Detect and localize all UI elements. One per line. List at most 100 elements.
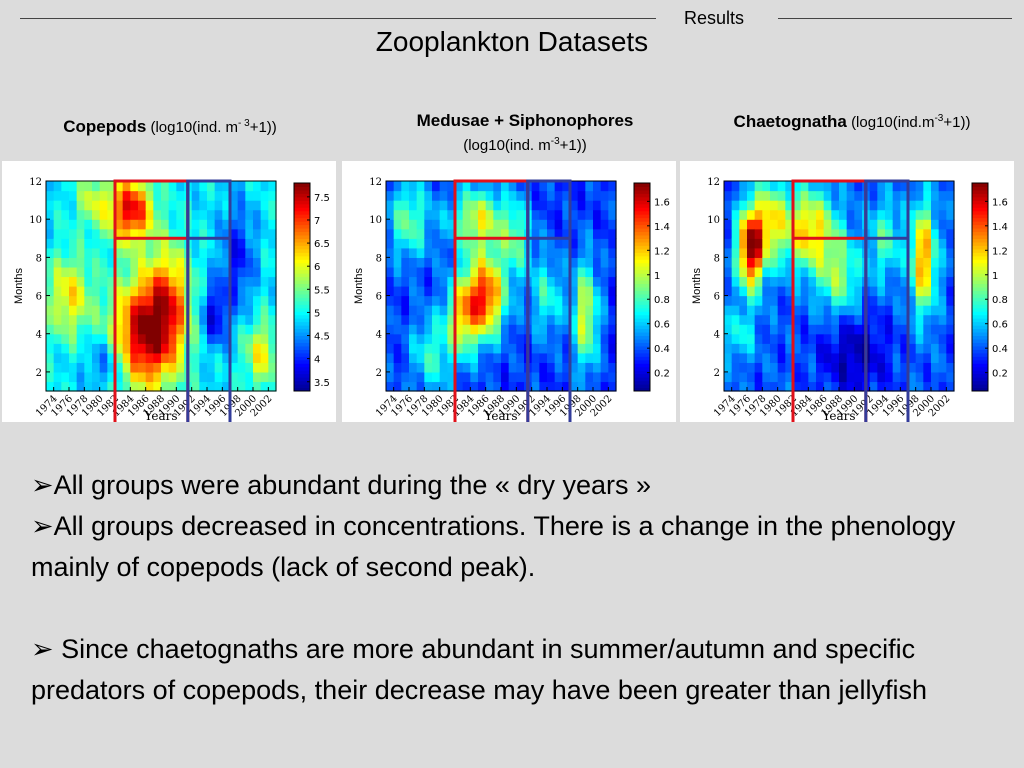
heatmap-cell	[562, 295, 571, 306]
heatmap-cell	[61, 238, 70, 249]
heatmap-cell	[724, 257, 733, 268]
heatmap-cell	[608, 314, 617, 325]
heatmap-cell	[260, 333, 269, 344]
heatmap-cell	[53, 381, 62, 392]
heatmap-cell	[800, 324, 809, 335]
heatmap-cell	[869, 343, 878, 354]
heatmap-cell	[585, 238, 594, 249]
heatmap-cell	[869, 238, 878, 249]
heatmap-cell	[608, 266, 617, 278]
heatmap-cell	[754, 190, 763, 201]
heatmap-cell	[485, 333, 494, 344]
heatmap-cell	[416, 295, 425, 306]
heatmap-cell	[230, 266, 239, 278]
heatmap-cell	[754, 238, 763, 249]
heatmap-cell	[260, 209, 269, 220]
heatmap-cell	[439, 181, 448, 192]
heatmap-cell	[176, 295, 185, 306]
heatmap-cell	[485, 200, 494, 211]
heatmap-cell	[214, 181, 223, 192]
heatmap-cell	[107, 247, 116, 258]
heatmap-cell	[462, 381, 471, 392]
heatmap-cell	[386, 219, 395, 230]
heatmap-cell	[831, 362, 840, 373]
heatmap-cell	[462, 190, 471, 201]
heatmap-cell	[439, 333, 448, 344]
heatmap-cell	[770, 305, 779, 316]
heatmap-cell	[608, 286, 617, 297]
heatmap-cell	[839, 352, 848, 363]
heatmap-cell	[92, 181, 101, 192]
heatmap-cell	[138, 238, 147, 249]
heatmap-cell	[176, 305, 185, 316]
heatmap-cell	[214, 295, 223, 306]
heatmap-cell	[168, 295, 177, 306]
heatmap-cell	[754, 362, 763, 373]
heatmap-cell	[508, 362, 517, 373]
heatmap-cell	[99, 209, 108, 220]
heatmap-cell	[153, 219, 162, 230]
heatmap-cell	[107, 266, 116, 278]
heatmap-cell	[508, 219, 517, 230]
heatmap-cell	[531, 286, 540, 297]
heatmap-cell	[831, 276, 840, 287]
heatmap-cell	[585, 381, 594, 392]
colorbar-segment	[294, 238, 310, 243]
heatmap-cell	[577, 247, 586, 258]
heatmap-cell	[393, 228, 402, 239]
heatmap-cell	[470, 266, 479, 278]
heatmap-cell	[424, 371, 433, 383]
heatmap-cell	[53, 305, 62, 316]
heatmap-cell	[260, 371, 269, 383]
heatmap-cell	[923, 257, 932, 268]
heatmap-cell	[493, 324, 502, 335]
heatmap-cell	[138, 200, 147, 211]
heatmap-cell	[570, 324, 579, 335]
heatmap-cell	[76, 190, 85, 201]
heatmap-cell	[199, 266, 208, 278]
heatmap-cell	[570, 238, 579, 249]
heatmap-cell	[260, 247, 269, 258]
heatmap-cell	[731, 305, 740, 316]
heatmap-cell	[931, 238, 940, 249]
heatmap-cell	[808, 257, 817, 268]
heatmap-cell	[260, 381, 269, 392]
heatmap-cell	[107, 286, 116, 297]
heatmap-cell	[416, 238, 425, 249]
heatmap-cell	[76, 247, 85, 258]
heatmap-cell	[214, 286, 223, 297]
heatmap-cell	[600, 238, 609, 249]
heatmap-cell	[869, 324, 878, 335]
heatmap-cell	[46, 247, 55, 258]
heatmap-cell	[447, 381, 456, 392]
heatmap-cell	[432, 181, 441, 192]
heatmap-cell	[424, 266, 433, 278]
heatmap-cell	[447, 228, 456, 239]
heatmap-cell	[808, 314, 817, 325]
heatmap-cell	[493, 238, 502, 249]
heatmap-cell	[747, 371, 756, 383]
heatmap-cell	[731, 286, 740, 297]
heatmap-cell	[839, 381, 848, 392]
heatmap-cell	[237, 247, 246, 258]
heatmap-cell	[138, 209, 147, 220]
heatmap-cell	[562, 228, 571, 239]
heatmap-cell	[585, 324, 594, 335]
colorbar-segment	[634, 183, 650, 187]
heatmap-cell	[478, 219, 487, 230]
heatmap-cell	[439, 219, 448, 230]
heatmap-cell	[785, 333, 794, 344]
heatmap-cell	[99, 305, 108, 316]
heatmap-cell	[915, 219, 924, 230]
heatmap-cell	[900, 295, 909, 306]
heatmap-cell	[770, 314, 779, 325]
colorbar-segment	[294, 186, 310, 191]
heatmap-cell	[176, 266, 185, 278]
heatmap-cell	[900, 228, 909, 239]
heatmap-cell	[585, 228, 594, 239]
heading-unit: (log10(ind. m	[150, 119, 239, 136]
heatmap-cell	[877, 228, 886, 239]
heatmap-cell	[839, 286, 848, 297]
heatmap-cell	[470, 257, 479, 268]
heatmap-cell	[762, 286, 771, 297]
